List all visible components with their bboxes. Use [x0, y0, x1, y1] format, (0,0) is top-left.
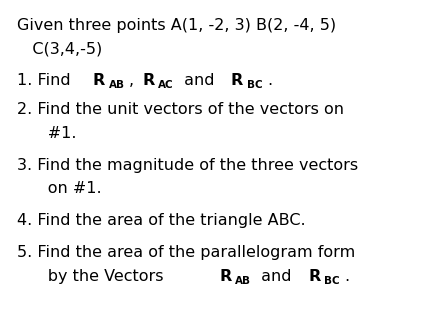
Text: AC: AC [158, 80, 173, 90]
Text: AB: AB [109, 80, 124, 90]
Text: 2. Find the unit vectors of the vectors on: 2. Find the unit vectors of the vectors … [17, 102, 343, 117]
Text: 4. Find the area of the triangle ABC.: 4. Find the area of the triangle ABC. [17, 213, 305, 228]
Text: R: R [230, 73, 243, 88]
Text: AB: AB [235, 276, 250, 286]
Text: Given three points A(1, -2, 3) B(2, -4, 5): Given three points A(1, -2, 3) B(2, -4, … [17, 18, 335, 33]
Text: R: R [93, 73, 105, 88]
Text: BC: BC [323, 276, 339, 286]
Text: R: R [142, 73, 155, 88]
Text: on #1.: on #1. [17, 181, 101, 196]
Text: 3. Find the magnitude of the three vectors: 3. Find the magnitude of the three vecto… [17, 158, 357, 173]
Text: ,: , [129, 73, 139, 88]
Text: BC: BC [246, 80, 262, 90]
Text: C(3,4,-5): C(3,4,-5) [17, 42, 102, 57]
Text: 1. Find: 1. Find [17, 73, 76, 88]
Text: and: and [178, 73, 219, 88]
Text: 5. Find the area of the parallelogram form: 5. Find the area of the parallelogram fo… [17, 245, 354, 260]
Text: by the Vectors: by the Vectors [17, 269, 173, 284]
Text: .: . [343, 269, 348, 284]
Text: .: . [266, 73, 271, 88]
Text: R: R [219, 269, 231, 284]
Text: and: and [255, 269, 296, 284]
Text: R: R [308, 269, 320, 284]
Text: #1.: #1. [17, 126, 76, 141]
